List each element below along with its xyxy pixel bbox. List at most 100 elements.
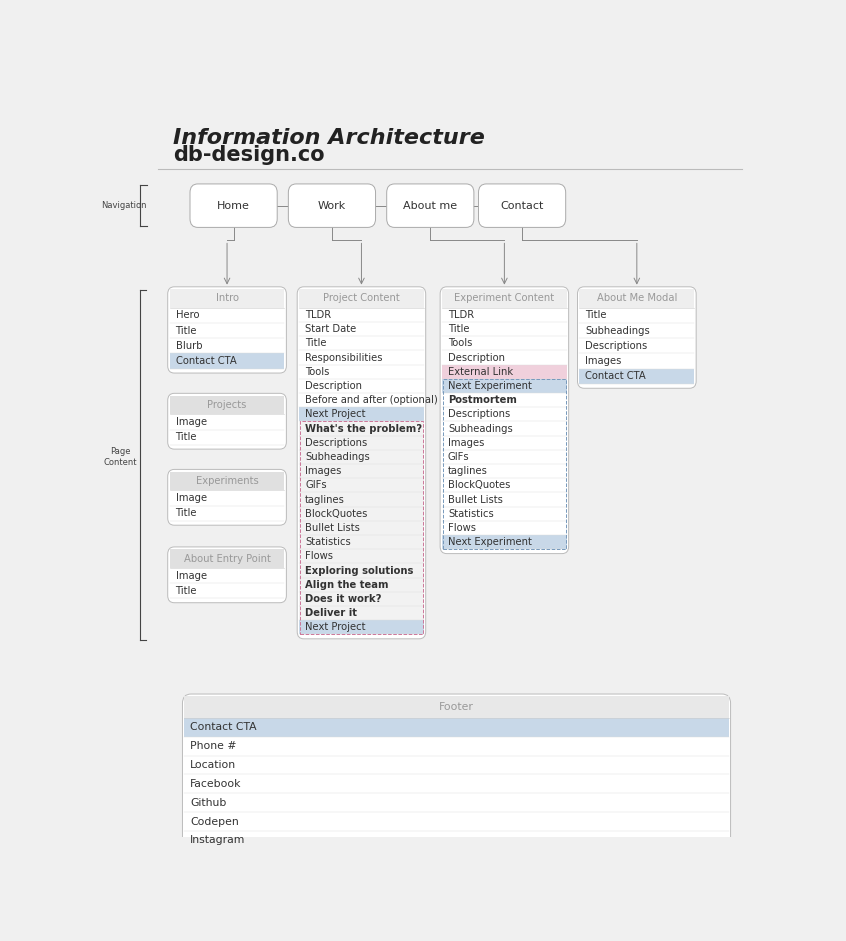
Text: Phone #: Phone # — [190, 742, 237, 751]
Text: Image: Image — [176, 570, 206, 581]
Bar — [299, 578, 424, 592]
Bar — [580, 369, 695, 384]
Text: Next Experiment: Next Experiment — [448, 537, 532, 547]
Text: About Me Modal: About Me Modal — [596, 294, 677, 303]
Text: Contact: Contact — [500, 200, 544, 211]
Text: Postmortem: Postmortem — [448, 395, 517, 406]
Text: Subheadings: Subheadings — [585, 326, 650, 336]
Text: About Entry Point: About Entry Point — [184, 553, 271, 564]
Bar — [299, 564, 424, 578]
Text: TLDR: TLDR — [305, 310, 331, 320]
Text: Next Experiment: Next Experiment — [448, 381, 532, 391]
Text: Blurb: Blurb — [176, 341, 202, 351]
Text: About me: About me — [404, 200, 458, 211]
Text: Flows: Flows — [448, 523, 476, 533]
Text: Bullet Lists: Bullet Lists — [448, 495, 503, 504]
Bar — [580, 289, 695, 308]
Bar — [184, 718, 728, 737]
Text: Experiments: Experiments — [195, 476, 258, 486]
Bar — [170, 471, 284, 490]
Text: Flows: Flows — [305, 551, 333, 562]
Text: Images: Images — [448, 438, 485, 448]
Bar — [299, 535, 424, 550]
Text: Navigation: Navigation — [101, 201, 146, 210]
Text: db-design.co: db-design.co — [173, 145, 325, 165]
Bar — [299, 606, 424, 620]
Text: Next Project: Next Project — [305, 409, 365, 420]
Text: Footer: Footer — [439, 702, 474, 712]
Text: Hero: Hero — [176, 311, 199, 321]
Bar — [442, 379, 567, 393]
Bar — [299, 550, 424, 564]
Text: Descriptions: Descriptions — [305, 438, 367, 448]
Text: Contact CTA: Contact CTA — [190, 723, 257, 732]
Bar — [184, 696, 728, 718]
Text: Start Date: Start Date — [305, 324, 356, 334]
Text: Statistics: Statistics — [448, 509, 494, 518]
Bar — [170, 395, 284, 414]
Text: Statistics: Statistics — [305, 537, 351, 547]
FancyBboxPatch shape — [578, 287, 696, 389]
Text: Instagram: Instagram — [190, 836, 245, 845]
Bar — [170, 550, 284, 568]
Text: Location: Location — [190, 760, 236, 770]
Bar — [170, 289, 284, 308]
Text: Subheadings: Subheadings — [448, 423, 513, 434]
FancyBboxPatch shape — [479, 183, 566, 228]
Text: External Link: External Link — [448, 367, 514, 376]
Text: Title: Title — [176, 508, 197, 518]
Text: Align the team: Align the team — [305, 580, 388, 590]
Text: Bullet Lists: Bullet Lists — [305, 523, 360, 533]
Text: Tools: Tools — [305, 367, 329, 376]
Text: Subheadings: Subheadings — [305, 452, 370, 462]
Text: Work: Work — [318, 200, 346, 211]
Text: TLDR: TLDR — [448, 310, 474, 320]
FancyBboxPatch shape — [168, 393, 287, 449]
Text: Image: Image — [176, 417, 206, 427]
Text: taglines: taglines — [305, 495, 345, 504]
Text: Intro: Intro — [216, 294, 239, 303]
Text: Images: Images — [585, 356, 622, 366]
Text: What's the problem?: What's the problem? — [305, 423, 422, 434]
Text: Github: Github — [190, 798, 227, 807]
Bar — [299, 422, 424, 436]
Text: Descriptions: Descriptions — [448, 409, 510, 420]
Bar — [299, 464, 424, 478]
Text: Images: Images — [305, 466, 342, 476]
Text: Codepen: Codepen — [190, 817, 239, 826]
Bar — [442, 535, 567, 550]
FancyBboxPatch shape — [168, 547, 287, 603]
Text: Title: Title — [585, 311, 607, 321]
Bar — [299, 289, 424, 308]
Text: Description: Description — [305, 381, 362, 391]
FancyBboxPatch shape — [190, 183, 277, 228]
Text: GIFs: GIFs — [305, 480, 327, 490]
Bar — [299, 450, 424, 464]
Text: Next Project: Next Project — [305, 622, 365, 632]
Text: Information Architecture: Information Architecture — [173, 128, 485, 149]
Text: Before and after (optional): Before and after (optional) — [305, 395, 438, 406]
FancyBboxPatch shape — [168, 287, 287, 373]
Text: Responsibilities: Responsibilities — [305, 353, 382, 362]
Text: Title: Title — [176, 326, 197, 336]
Bar — [299, 521, 424, 535]
FancyBboxPatch shape — [183, 694, 731, 854]
Text: Project Content: Project Content — [323, 294, 400, 303]
Bar — [299, 492, 424, 506]
Bar — [442, 379, 566, 550]
FancyBboxPatch shape — [297, 287, 426, 639]
Bar — [299, 422, 423, 634]
FancyBboxPatch shape — [168, 470, 287, 525]
Text: Does it work?: Does it work? — [305, 594, 382, 604]
Text: Contact CTA: Contact CTA — [176, 356, 236, 366]
Text: Page
Content: Page Content — [103, 447, 137, 467]
FancyBboxPatch shape — [440, 287, 569, 553]
Text: Title: Title — [448, 324, 470, 334]
FancyBboxPatch shape — [387, 183, 474, 228]
Bar — [442, 289, 567, 308]
Text: Contact CTA: Contact CTA — [585, 372, 646, 381]
Bar — [299, 478, 424, 492]
Bar — [299, 592, 424, 606]
Text: Title: Title — [305, 339, 327, 348]
Text: GIFs: GIFs — [448, 452, 470, 462]
